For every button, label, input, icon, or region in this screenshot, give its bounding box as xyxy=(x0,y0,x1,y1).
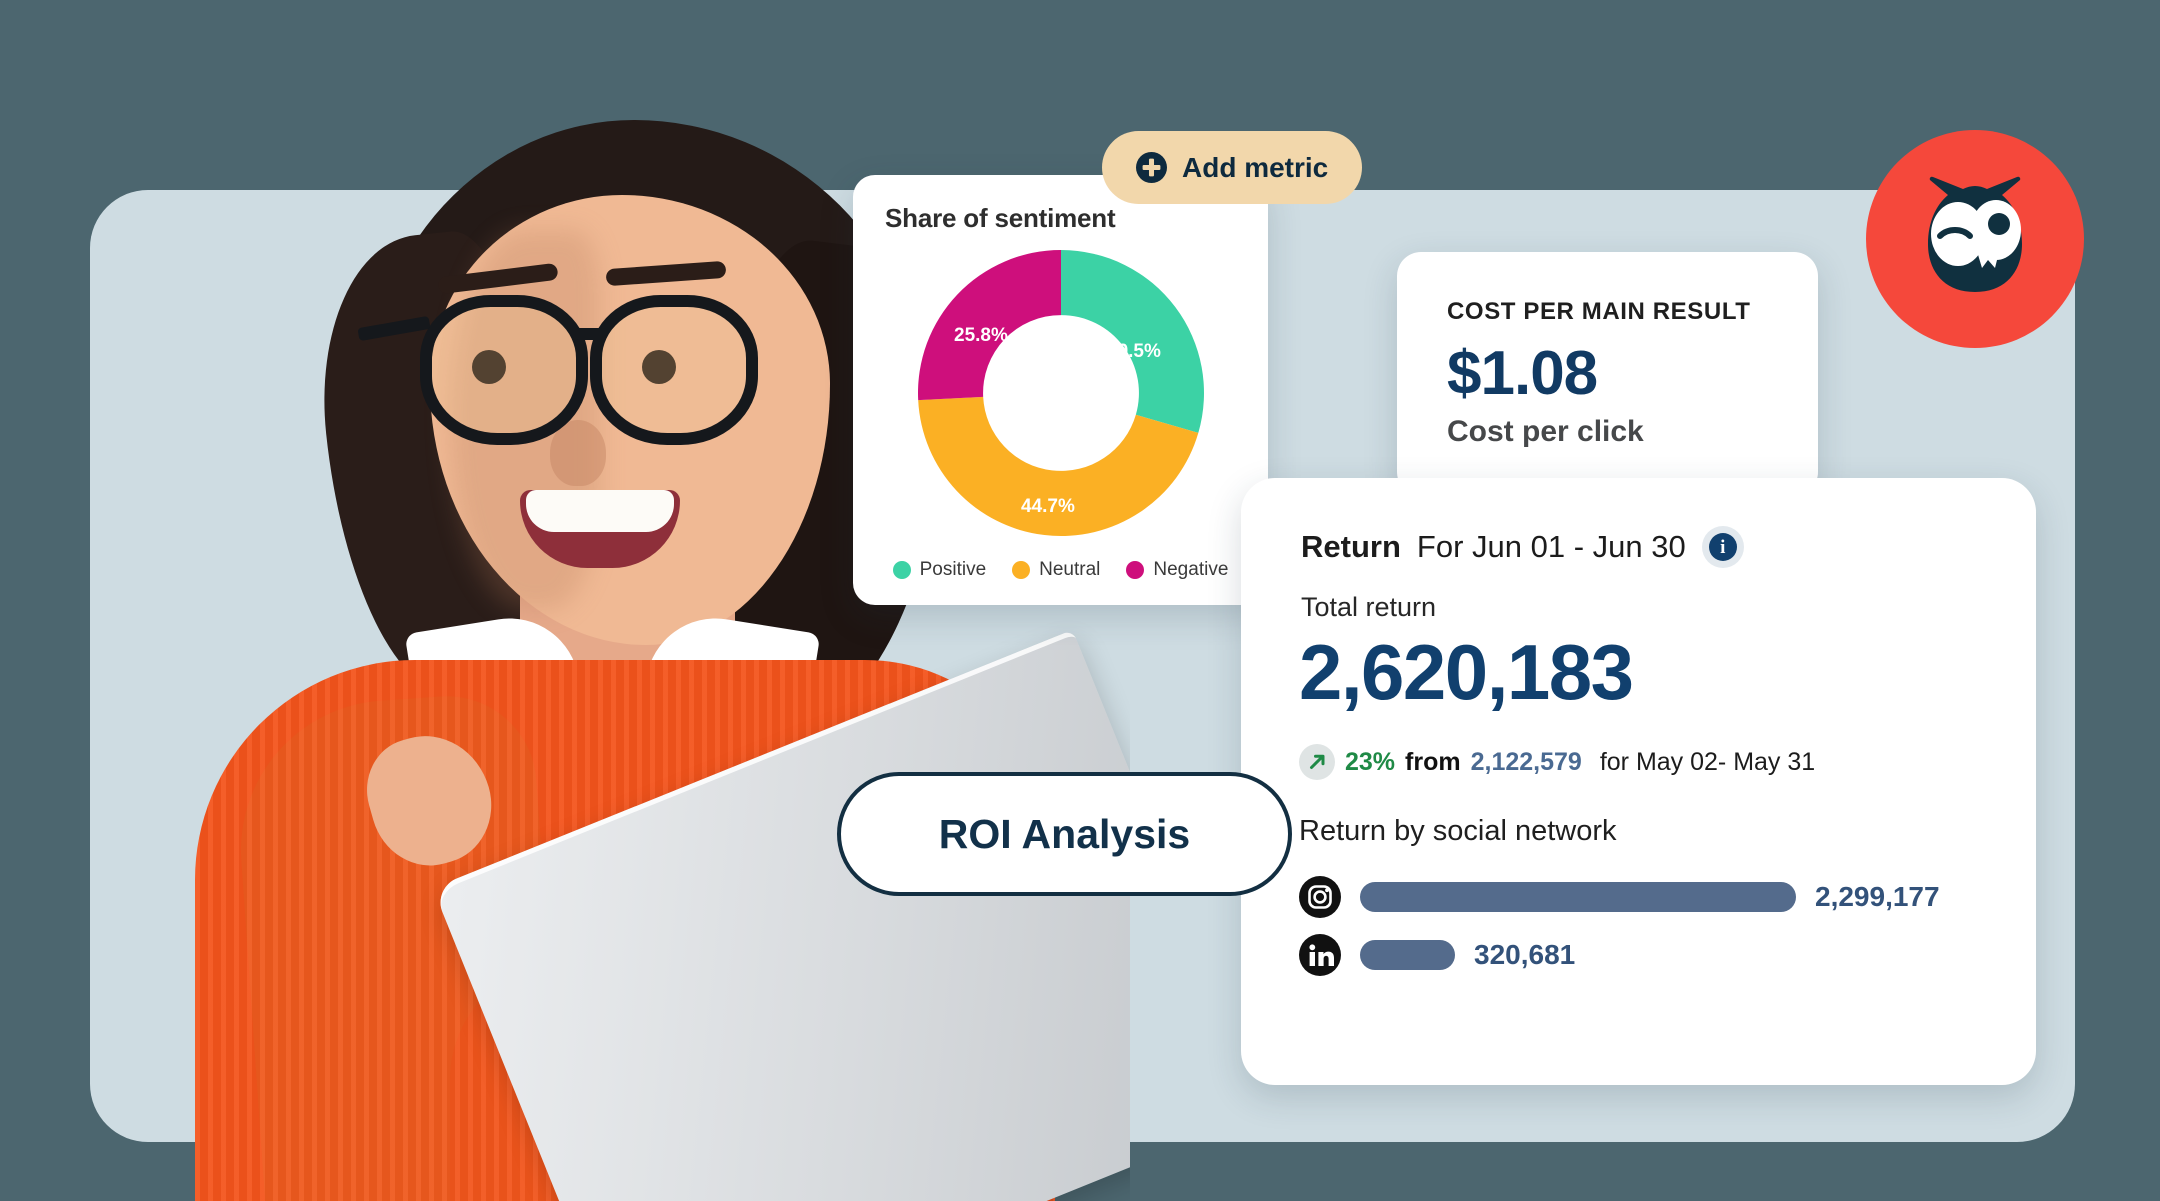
donut-slice-negative xyxy=(918,250,1061,401)
donut-label-neutral: 44.7% xyxy=(1021,496,1075,517)
legend-dot-neutral xyxy=(1012,561,1031,579)
donut-label-positive: 29.5% xyxy=(1107,341,1161,362)
cost-card-subtitle: Cost per click xyxy=(1447,415,1644,448)
network-row: 320,681 xyxy=(1299,926,1996,984)
return-card-header: Return For Jun 01 - Jun 30 i xyxy=(1301,526,1744,568)
legend-label: Neutral xyxy=(1039,559,1101,580)
add-metric-label: Add metric xyxy=(1182,151,1329,183)
return-card: Return For Jun 01 - Jun 30 i Total retur… xyxy=(1241,478,2036,1085)
network-bar xyxy=(1360,940,1455,970)
plus-circle-icon xyxy=(1136,152,1167,183)
return-delta-row: 23% from 2,122,579 for May 02- May 31 xyxy=(1299,744,1815,780)
network-bar-list: 2,299,177 320,681 xyxy=(1299,868,1996,984)
delta-previous-value: 2,122,579 xyxy=(1470,747,1582,776)
legend-item-positive[interactable]: Positive xyxy=(892,559,987,581)
linkedin-icon xyxy=(1299,934,1341,976)
donut-label-negative: 25.8% xyxy=(954,325,1008,346)
cost-card-kicker: COST PER MAIN RESULT xyxy=(1447,298,1751,325)
donut-svg xyxy=(918,250,1204,536)
legend-label: Positive xyxy=(919,559,987,580)
cost-per-main-result-card: COST PER MAIN RESULT $1.08 Cost per clic… xyxy=(1397,252,1818,496)
delta-period: for May 02- May 31 xyxy=(1599,747,1816,776)
info-icon-glyph: i xyxy=(1708,533,1737,561)
owl-glyph xyxy=(1928,176,2022,292)
delta-percent: 23% xyxy=(1345,747,1396,776)
instagram-icon xyxy=(1299,876,1341,918)
legend-dot-negative xyxy=(1126,561,1145,579)
return-by-network-title: Return by social network xyxy=(1299,815,1617,847)
roi-analysis-pill[interactable]: ROI Analysis xyxy=(837,772,1292,896)
sentiment-legend: Positive Neutral Negative xyxy=(853,559,1268,581)
donut-slice-positive xyxy=(1061,250,1204,433)
delta-from-word: from xyxy=(1405,747,1461,776)
roi-analysis-label: ROI Analysis xyxy=(938,810,1191,857)
legend-label: Negative xyxy=(1153,559,1229,580)
share-of-sentiment-card: Share of sentiment 29.5% 44.7% 25.8% Pos… xyxy=(853,175,1268,605)
legend-item-negative[interactable]: Negative xyxy=(1126,559,1228,581)
legend-dot-positive xyxy=(892,561,911,579)
total-return-label: Total return xyxy=(1301,592,1437,622)
return-card-date-range: For Jun 01 - Jun 30 xyxy=(1416,529,1686,564)
sentiment-donut-chart: 29.5% 44.7% 25.8% xyxy=(911,248,1211,538)
donut-slice-neutral xyxy=(918,396,1199,536)
total-return-value: 2,620,183 xyxy=(1299,628,1634,716)
trend-up-arrow-glyph xyxy=(1310,754,1325,769)
network-value: 320,681 xyxy=(1474,939,1576,970)
add-metric-button[interactable]: Add metric xyxy=(1102,131,1363,204)
sentiment-card-title: Share of sentiment xyxy=(885,203,1116,233)
trend-up-icon xyxy=(1299,744,1335,780)
return-card-title: Return xyxy=(1301,529,1401,564)
info-icon[interactable]: i xyxy=(1701,526,1744,568)
cost-card-value: $1.08 xyxy=(1447,339,1598,408)
network-value: 2,299,177 xyxy=(1815,881,1940,912)
legend-item-neutral[interactable]: Neutral xyxy=(1012,559,1100,581)
hootsuite-owl-logo xyxy=(1866,130,2084,348)
network-row: 2,299,177 xyxy=(1299,868,1996,926)
network-bar xyxy=(1360,882,1796,912)
